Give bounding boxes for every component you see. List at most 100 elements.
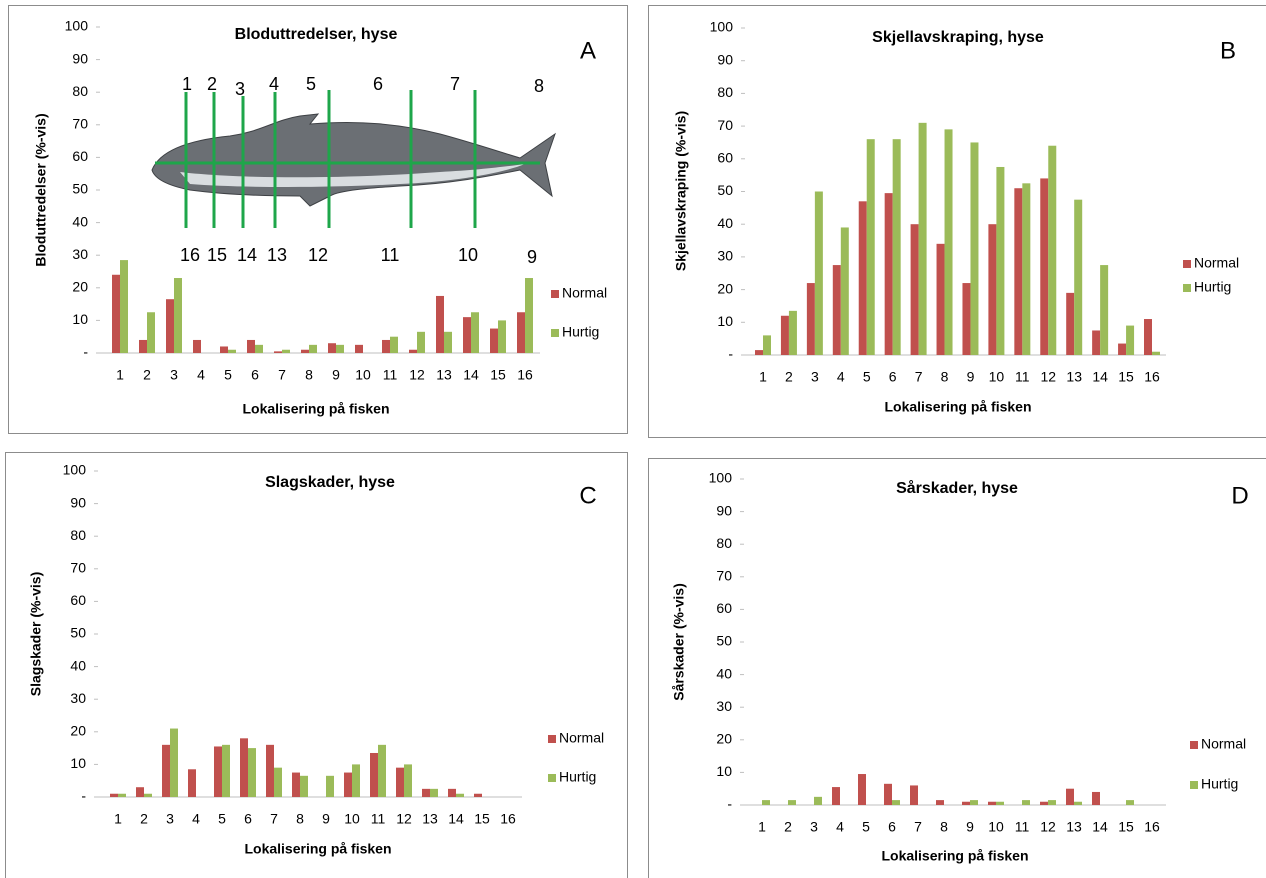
y-tick-label: 50 <box>72 181 88 197</box>
bar <box>858 774 866 805</box>
x-tick-label: 9 <box>332 367 340 383</box>
y-tick-label: 40 <box>72 213 88 229</box>
bar <box>417 331 425 353</box>
x-tick-label: 5 <box>224 367 232 383</box>
bar <box>144 793 152 797</box>
section-label: 12 <box>308 245 328 265</box>
bar <box>936 243 945 355</box>
x-tick-label: 6 <box>251 367 259 383</box>
section-label: 11 <box>381 245 400 265</box>
legend-label: Normal <box>1194 255 1239 271</box>
y-tick-label: 40 <box>716 665 732 681</box>
x-tick-label: 5 <box>218 811 226 827</box>
section-label: 4 <box>269 74 279 94</box>
x-tick-label: 13 <box>422 811 438 827</box>
section-label: 6 <box>373 74 383 94</box>
y-tick-label: 70 <box>72 116 88 132</box>
x-axis-title: Lokalisering på fisken <box>881 848 1028 864</box>
bar <box>112 274 120 353</box>
x-tick-label: 2 <box>785 369 793 385</box>
bar <box>1118 343 1127 355</box>
bar <box>780 315 789 355</box>
bar <box>918 122 927 355</box>
bar <box>404 764 412 797</box>
bar <box>970 142 979 355</box>
bar <box>788 800 796 805</box>
bar <box>378 744 386 797</box>
legend-swatch <box>1190 781 1198 789</box>
bar <box>220 346 228 353</box>
x-tick-label: 13 <box>436 367 452 383</box>
x-tick-label: 6 <box>888 819 896 835</box>
y-axis-title: Skjellavskraping (%-vis) <box>673 111 689 271</box>
bar <box>1014 188 1023 355</box>
x-tick-label: 15 <box>1118 369 1134 385</box>
bar <box>382 339 390 353</box>
bar <box>170 728 178 797</box>
y-tick-label: 30 <box>717 248 733 264</box>
y-tick-label: 30 <box>716 698 732 714</box>
bar <box>147 312 155 353</box>
panel-frame <box>5 452 628 878</box>
x-tick-label: 5 <box>863 369 871 385</box>
panel-frame <box>8 5 628 434</box>
bar <box>1022 183 1031 355</box>
bar <box>136 787 144 797</box>
x-tick-label: 16 <box>1144 369 1160 385</box>
y-tick-label: 20 <box>72 279 88 295</box>
legend-swatch <box>1190 741 1198 749</box>
bar <box>436 295 444 353</box>
x-tick-label: 8 <box>940 819 948 835</box>
bar <box>840 227 849 355</box>
x-tick-label: 14 <box>463 367 479 383</box>
section-label: 14 <box>237 245 257 265</box>
y-tick-label: 90 <box>72 50 88 66</box>
x-tick-label: 5 <box>862 819 870 835</box>
bar <box>247 339 255 353</box>
panel-label: D <box>1231 482 1248 509</box>
bar <box>517 312 525 353</box>
section-label: 9 <box>527 247 537 267</box>
bar <box>282 349 290 353</box>
y-tick-label: 20 <box>70 723 86 739</box>
y-tick-label: 30 <box>70 690 86 706</box>
bar <box>448 788 456 797</box>
x-tick-label: 8 <box>296 811 304 827</box>
y-tick-label: - <box>728 346 733 362</box>
y-tick-label: 40 <box>717 215 733 231</box>
x-tick-label: 3 <box>170 367 178 383</box>
y-tick-label: 90 <box>717 51 733 67</box>
y-tick-label: 80 <box>72 83 88 99</box>
bar <box>430 788 438 797</box>
bar <box>936 800 944 805</box>
y-tick-label: 60 <box>72 148 88 164</box>
legend-label: Hurtig <box>1201 776 1238 792</box>
x-tick-label: 16 <box>500 811 516 827</box>
bar <box>1040 801 1048 805</box>
x-tick-label: 10 <box>989 369 1005 385</box>
x-tick-label: 6 <box>889 369 897 385</box>
y-tick-label: 10 <box>717 313 733 329</box>
y-tick-label: - <box>727 796 732 812</box>
x-tick-label: 9 <box>966 819 974 835</box>
x-tick-label: 14 <box>1092 369 1108 385</box>
bar <box>336 344 344 353</box>
x-tick-label: 11 <box>371 811 386 827</box>
bar <box>884 193 893 355</box>
bar <box>370 752 378 797</box>
chart-title: Slagskader, hyse <box>265 474 395 491</box>
y-tick-label: 70 <box>717 117 733 133</box>
y-tick-label: 60 <box>70 592 86 608</box>
x-tick-label: 10 <box>355 367 371 383</box>
x-tick-label: 12 <box>396 811 412 827</box>
x-tick-label: 14 <box>448 811 464 827</box>
bar <box>1092 330 1101 355</box>
bar <box>188 769 196 797</box>
x-tick-label: 4 <box>197 367 205 383</box>
bar <box>248 748 256 797</box>
x-tick-label: 3 <box>811 369 819 385</box>
bar <box>910 785 918 805</box>
bar <box>471 312 479 353</box>
legend-label: Hurtig <box>562 324 599 340</box>
bar <box>866 139 875 355</box>
